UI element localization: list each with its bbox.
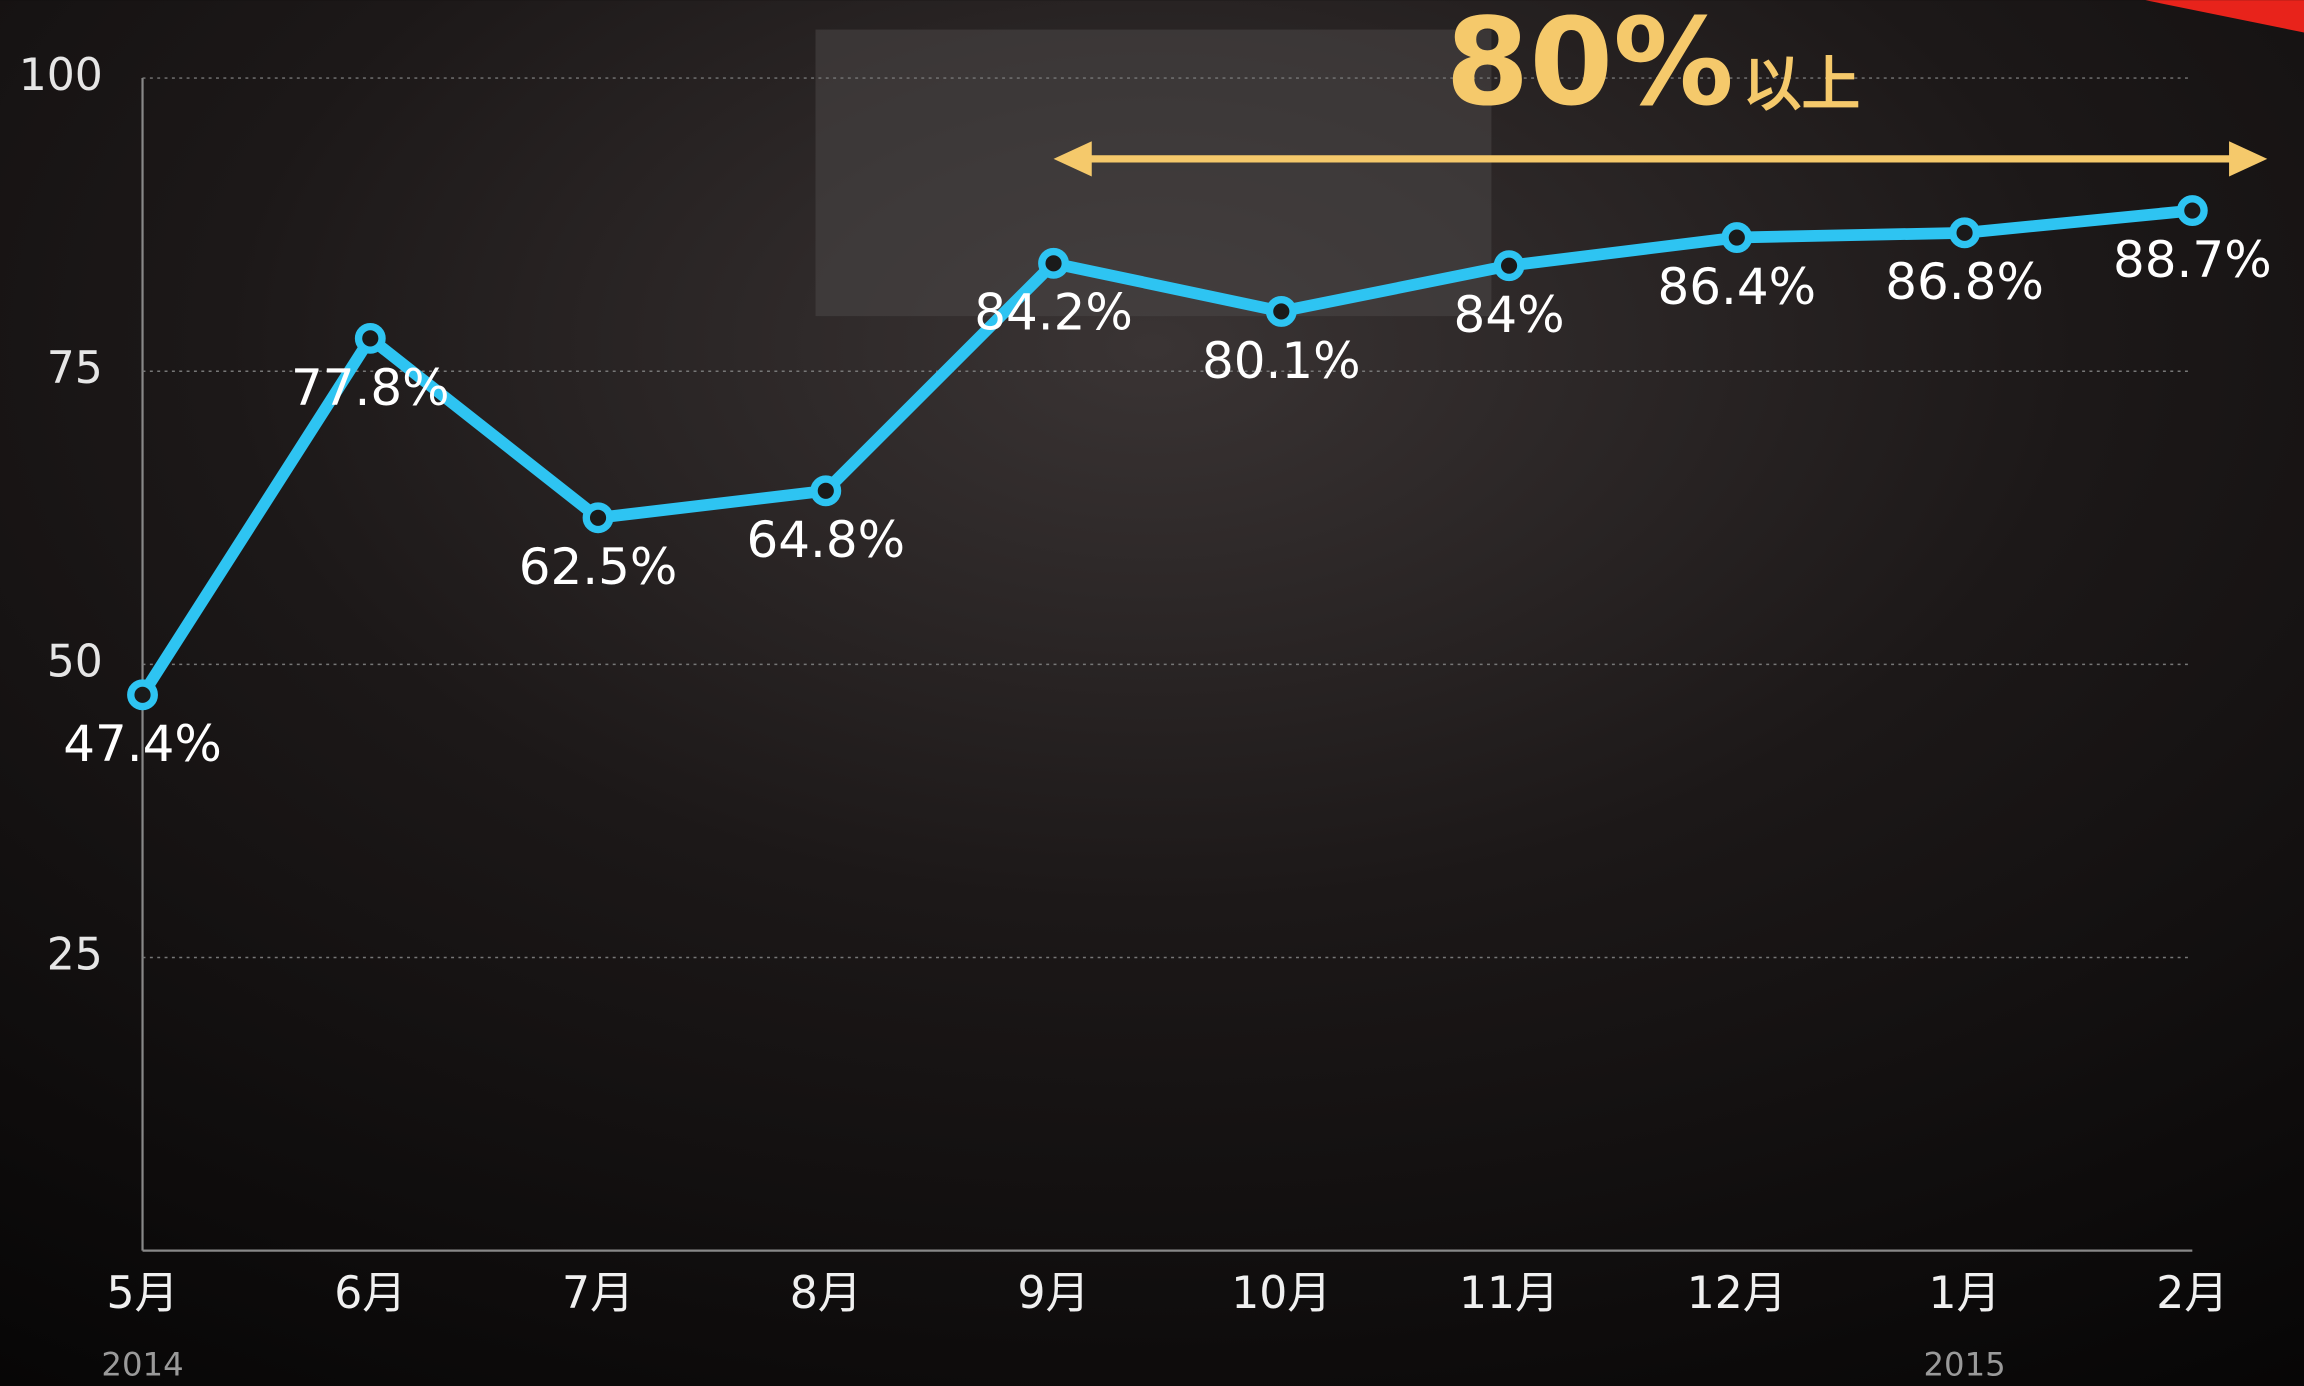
data-label: 64.8%: [746, 511, 905, 569]
x-tick-label: 8月: [790, 1268, 862, 1319]
data-label: 84%: [1454, 286, 1565, 344]
point: [1949, 217, 1980, 249]
y-tick-label: 100: [19, 50, 103, 101]
annotation-suffix: 以上: [1743, 49, 1861, 118]
point: [1721, 222, 1753, 253]
arrow-head: [2229, 141, 2268, 177]
screen-glow: [815, 29, 1492, 317]
point: [127, 679, 158, 711]
y-tick-label: 75: [47, 343, 103, 394]
point: [354, 322, 386, 354]
x-tick-label: 1月: [1929, 1268, 2001, 1319]
x-tick-label: 11月: [1459, 1268, 1559, 1319]
x-tick-label: 2月: [2156, 1268, 2228, 1319]
annotation-text: 80%: [1446, 0, 1734, 133]
arrow-head: [1053, 141, 1092, 177]
data-label: 88.7%: [2113, 231, 2272, 289]
data-label: 80.1%: [1202, 332, 1361, 390]
year-label: 2015: [1923, 1346, 2005, 1384]
x-tick-label: 10月: [1231, 1268, 1331, 1319]
data-label: 62.5%: [519, 538, 678, 596]
point: [1038, 247, 1069, 279]
point: [2176, 195, 2208, 226]
year-label: 2014: [101, 1346, 183, 1384]
point: [1493, 250, 1525, 282]
data-label: 86.4%: [1657, 258, 1816, 316]
data-label: 84.2%: [974, 284, 1133, 342]
point: [582, 502, 614, 534]
x-tick-label: 6月: [334, 1268, 406, 1319]
x-tick-label: 12月: [1687, 1268, 1787, 1319]
x-tick-label: 7月: [562, 1268, 634, 1319]
y-tick-label: 50: [47, 636, 103, 687]
data-label: 86.8%: [1885, 253, 2044, 311]
data-label: 77.8%: [291, 359, 450, 417]
point: [1265, 295, 1297, 327]
x-tick-label: 5月: [106, 1268, 178, 1319]
data-label: 47.4%: [63, 715, 222, 773]
series-line: [137, 204, 2193, 698]
x-tick-label: 9月: [1017, 1268, 1089, 1319]
point: [810, 475, 842, 507]
y-tick-label: 25: [47, 929, 103, 980]
